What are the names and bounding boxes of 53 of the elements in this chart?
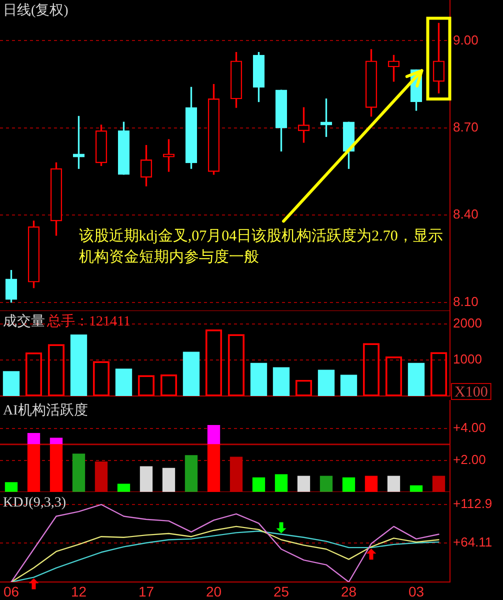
x-tick-label: 06 (3, 583, 20, 600)
y-tick-label: 9.00 (453, 32, 478, 48)
bar (408, 362, 425, 396)
x-tick-label: 25 (273, 583, 290, 600)
bar (342, 477, 356, 492)
bar (117, 484, 130, 492)
bar (297, 476, 310, 492)
y-tick-label: 8.70 (453, 119, 478, 134)
bar (252, 477, 266, 492)
bar (320, 476, 333, 492)
y-tick-label: +4.00 (453, 420, 486, 436)
x-tick-label: 17 (138, 583, 154, 600)
y-tick-label: 8.10 (453, 294, 478, 309)
y-tick-label: 8.40 (453, 206, 478, 222)
x-tick-label: 03 (408, 583, 424, 600)
bar (272, 367, 290, 396)
y-tick-label: 2000 (453, 316, 482, 331)
bar (50, 444, 63, 492)
chart-title: KDJ(9,3,3) (3, 496, 66, 511)
bar (115, 368, 132, 396)
bar (2, 371, 20, 396)
y-tick-label: 1000 (453, 352, 482, 367)
bar (27, 444, 40, 492)
bar (70, 334, 88, 396)
bar (182, 352, 200, 396)
bar (140, 466, 153, 492)
bar (274, 474, 288, 492)
x-tick-label: 20 (206, 583, 222, 600)
bar (387, 476, 400, 492)
bar (410, 485, 423, 492)
bar (184, 455, 198, 492)
bar (207, 444, 220, 492)
chart-title: 成交量 (3, 314, 45, 330)
y-axis-title: X100 (454, 384, 488, 400)
bar (27, 432, 40, 445)
annotation: 该股近期kdj金叉,07月04日该股机构活跃度为2.70，显示机构资金短期内参与度一般 (78, 228, 443, 266)
bar (50, 438, 63, 445)
bar (340, 374, 358, 396)
y-tick-label: +112.9 (453, 496, 492, 512)
bar (207, 425, 220, 445)
bar (72, 454, 86, 492)
x-tick-label: 12 (70, 583, 87, 600)
chart-subtitle: 总手：121411 (46, 314, 130, 330)
bar (318, 370, 335, 396)
y-tick-label: +2.00 (453, 452, 486, 467)
bar (364, 476, 378, 492)
bar (4, 482, 18, 492)
bar (162, 468, 176, 492)
y-tick-label: +64.11 (453, 534, 492, 550)
chart-title: 日线(复权) (3, 2, 69, 19)
bar (250, 362, 268, 396)
chart-title: AI机构活跃度 (3, 402, 88, 419)
x-tick-label: 28 (340, 583, 357, 600)
